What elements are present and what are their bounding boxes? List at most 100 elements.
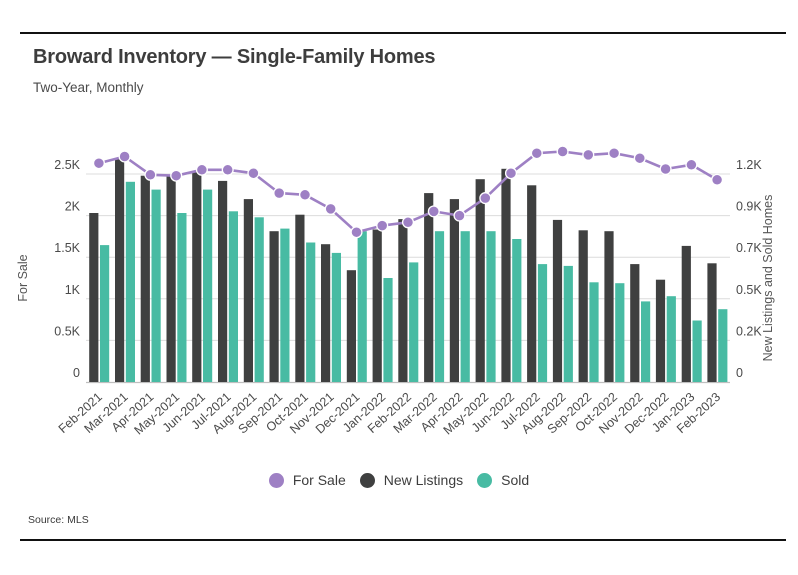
sold-bar: [615, 283, 625, 382]
sold-bar: [641, 301, 651, 382]
new-listings-bar: [552, 219, 563, 382]
new-listings-bar: [243, 199, 253, 382]
sold-bar: [563, 265, 573, 382]
legend-label: Sold: [501, 472, 530, 488]
right-axis-tick-label: 0.5K: [736, 283, 762, 297]
sold-bar: [460, 231, 470, 382]
for-sale-point: [608, 147, 621, 160]
for-sale-point: [556, 145, 569, 158]
source-note: Source: MLS: [28, 514, 89, 526]
sold-bar: [100, 245, 110, 382]
for-sale-point: [401, 216, 415, 229]
sold-bar: [409, 262, 419, 382]
right-axis-tick-label: 0.2K: [736, 324, 762, 338]
right-axis-tick-label: 1.2K: [736, 158, 762, 172]
chart-title: Broward Inventory — Single-Family Homes: [33, 46, 436, 68]
legend-label: New Listings: [383, 472, 464, 488]
new-listings-bar: [321, 244, 331, 382]
sold-bar: [512, 239, 522, 382]
sold-bar: [357, 231, 367, 382]
for-sale-point: [247, 167, 260, 180]
legend-item: For Sale: [268, 472, 346, 488]
sold-bar: [589, 282, 599, 382]
for-sale-point: [479, 192, 492, 205]
new-listings-bar: [604, 231, 614, 382]
sold-bar: [434, 231, 445, 382]
sold-bar: [203, 189, 213, 382]
sold-bar: [666, 296, 676, 382]
for-sale-point: [350, 226, 363, 239]
for-sale-point: [711, 173, 724, 186]
top-divider: [20, 32, 786, 34]
for-sale-point: [195, 163, 208, 176]
new-listings-bar: [501, 168, 511, 382]
new-listings-bar: [475, 179, 485, 382]
sold-bar: [125, 181, 135, 382]
left-axis-tick-label: 0.5K: [54, 324, 80, 338]
for-sale-point: [530, 147, 543, 160]
sold-bar: [177, 213, 187, 382]
sold-bar: [306, 242, 316, 382]
new-listings-bar: [295, 214, 305, 382]
for-sale-point: [376, 219, 389, 232]
new-listings-bar: [707, 263, 717, 382]
new-listings-bar: [269, 231, 279, 382]
for-sale-point: [118, 150, 131, 163]
new-listings-bar: [655, 279, 666, 382]
for-sale-point: [273, 187, 286, 200]
legend-swatch-icon: [477, 472, 493, 488]
legend-label: For Sale: [292, 472, 346, 488]
left-axis-tick-label: 1.5K: [54, 241, 80, 255]
for-sale-point: [144, 168, 157, 181]
sold-bar: [692, 320, 702, 382]
new-listings-bar: [140, 175, 150, 382]
for-sale-point: [324, 202, 337, 215]
legend-swatch-icon: [268, 472, 284, 488]
new-listings-bar: [166, 174, 176, 382]
left-axis-tick-label: 1K: [65, 283, 81, 297]
for-sale-point: [633, 152, 646, 165]
for-sale-point: [453, 209, 466, 222]
new-listings-bar: [89, 213, 99, 382]
right-axis-title: New Listings and Sold Homes: [761, 195, 775, 362]
chart-subtitle: Two-Year, Monthly: [33, 80, 144, 95]
right-axis-tick-label: 0.7K: [736, 241, 762, 255]
for-sale-point: [504, 167, 518, 180]
for-sale-point: [92, 157, 105, 170]
new-listings-bar: [681, 245, 691, 382]
right-axis-tick-label: 0: [736, 366, 743, 380]
new-listings-bar: [578, 230, 588, 382]
new-listings-bar: [449, 199, 459, 382]
for-sale-point: [170, 169, 183, 182]
legend-swatch-icon: [359, 472, 375, 488]
for-sale-point: [685, 158, 698, 171]
legend-item: Sold: [477, 472, 529, 488]
sold-bar: [331, 252, 341, 382]
new-listings-bar: [192, 172, 202, 382]
for-sale-point: [582, 148, 595, 161]
sold-bar: [280, 228, 290, 382]
sold-bar: [254, 217, 264, 382]
legend-item: New Listings: [359, 472, 464, 488]
left-axis-tick-label: 2K: [65, 200, 81, 214]
sold-bar: [537, 264, 548, 382]
new-listings-bar: [372, 229, 382, 382]
new-listings-bar: [630, 264, 640, 382]
sold-bar: [486, 231, 496, 382]
for-sale-point: [298, 188, 312, 201]
left-axis-tick-label: 2.5K: [54, 158, 80, 172]
sold-bar: [228, 211, 238, 382]
new-listings-bar: [398, 219, 408, 382]
new-listings-bar: [218, 180, 228, 382]
left-axis-title: For Sale: [16, 254, 30, 301]
for-sale-point: [221, 163, 234, 176]
new-listings-bar: [527, 185, 537, 382]
left-axis-tick-label: 0: [73, 366, 80, 380]
for-sale-point: [427, 205, 440, 218]
new-listings-bar: [346, 270, 356, 382]
bottom-divider: [20, 539, 786, 541]
right-axis-tick-label: 0.9K: [736, 200, 762, 214]
sold-bar: [383, 278, 393, 382]
